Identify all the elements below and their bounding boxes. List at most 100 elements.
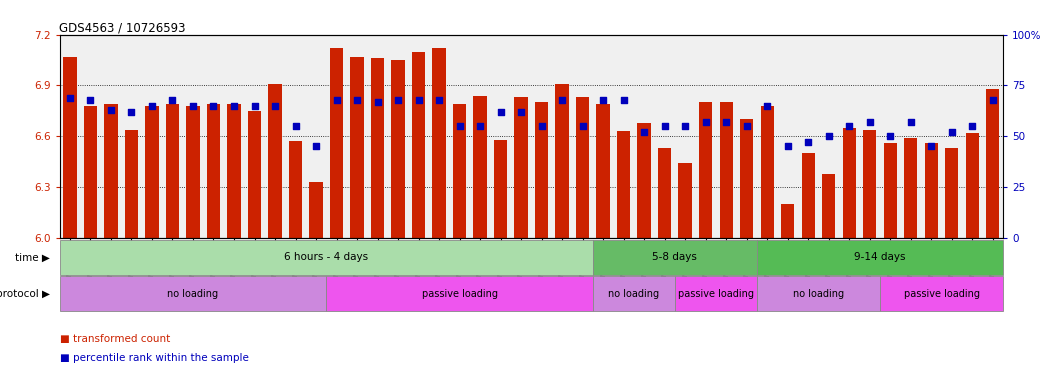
Bar: [802, 153, 815, 238]
Bar: [494, 140, 507, 238]
Point: [841, 123, 857, 129]
Point: [492, 109, 509, 115]
Point: [779, 144, 796, 150]
Bar: [945, 148, 958, 238]
Bar: [760, 106, 774, 238]
Bar: [248, 111, 261, 238]
Point: [143, 103, 160, 109]
Point: [82, 97, 98, 103]
Bar: [593, 240, 757, 275]
Text: passive loading: passive loading: [904, 289, 980, 299]
Point: [184, 103, 201, 109]
Bar: [351, 56, 363, 238]
Bar: [289, 141, 303, 238]
Bar: [593, 276, 675, 311]
Point: [533, 123, 550, 129]
Text: no loading: no loading: [168, 289, 219, 299]
Point: [225, 103, 242, 109]
Bar: [207, 104, 220, 238]
Bar: [105, 104, 117, 238]
Bar: [392, 60, 405, 238]
Bar: [740, 119, 754, 238]
Text: protocol ▶: protocol ▶: [0, 289, 50, 299]
Point: [821, 133, 838, 139]
Bar: [146, 106, 159, 238]
Point: [451, 123, 468, 129]
Bar: [678, 164, 692, 238]
Bar: [719, 103, 733, 238]
Bar: [675, 276, 757, 311]
Bar: [125, 129, 138, 238]
Point: [328, 97, 344, 103]
Point: [656, 123, 673, 129]
Bar: [863, 129, 876, 238]
Text: no loading: no loading: [793, 289, 844, 299]
Point: [287, 123, 304, 129]
Text: time ▶: time ▶: [16, 252, 50, 262]
Bar: [227, 104, 241, 238]
Point: [616, 97, 632, 103]
Bar: [843, 128, 855, 238]
Point: [370, 99, 386, 105]
Point: [676, 123, 693, 129]
Point: [964, 123, 981, 129]
Point: [513, 109, 530, 115]
Text: GDS4563 / 10726593: GDS4563 / 10726593: [59, 22, 185, 35]
Bar: [60, 276, 327, 311]
Bar: [473, 96, 487, 238]
Bar: [165, 104, 179, 238]
Bar: [925, 143, 938, 238]
Point: [574, 123, 591, 129]
Point: [246, 103, 263, 109]
Text: 6 hours - 4 days: 6 hours - 4 days: [284, 252, 369, 262]
Point: [800, 139, 817, 146]
Bar: [597, 104, 609, 238]
Text: 9-14 days: 9-14 days: [854, 252, 906, 262]
Point: [103, 107, 119, 113]
Point: [349, 97, 365, 103]
Bar: [63, 56, 76, 238]
Bar: [822, 174, 836, 238]
Bar: [327, 276, 593, 311]
Bar: [781, 204, 795, 238]
Bar: [576, 97, 589, 238]
Point: [554, 97, 571, 103]
Point: [759, 103, 776, 109]
Bar: [965, 133, 979, 238]
Bar: [986, 89, 1000, 238]
Point: [595, 97, 611, 103]
Point: [430, 97, 447, 103]
Text: no loading: no loading: [608, 289, 660, 299]
Text: 5-8 days: 5-8 days: [652, 252, 697, 262]
Point: [903, 119, 919, 125]
Bar: [884, 143, 897, 238]
Bar: [309, 182, 322, 238]
Text: ■ transformed count: ■ transformed count: [60, 334, 170, 344]
Point: [124, 109, 140, 115]
Point: [738, 123, 755, 129]
Point: [943, 129, 960, 135]
Bar: [757, 240, 1003, 275]
Point: [205, 103, 222, 109]
Point: [636, 129, 652, 135]
Bar: [514, 97, 528, 238]
Bar: [453, 104, 466, 238]
Bar: [638, 123, 651, 238]
Point: [267, 103, 284, 109]
Point: [882, 133, 898, 139]
Bar: [60, 240, 593, 275]
Point: [410, 97, 427, 103]
Bar: [432, 48, 446, 238]
Bar: [186, 106, 200, 238]
Bar: [757, 276, 879, 311]
Bar: [411, 51, 425, 238]
Bar: [879, 276, 1003, 311]
Point: [984, 97, 1001, 103]
Point: [389, 97, 406, 103]
Point: [62, 94, 79, 101]
Bar: [84, 106, 97, 238]
Point: [164, 97, 181, 103]
Text: passive loading: passive loading: [422, 289, 497, 299]
Point: [718, 119, 735, 125]
Point: [922, 144, 939, 150]
